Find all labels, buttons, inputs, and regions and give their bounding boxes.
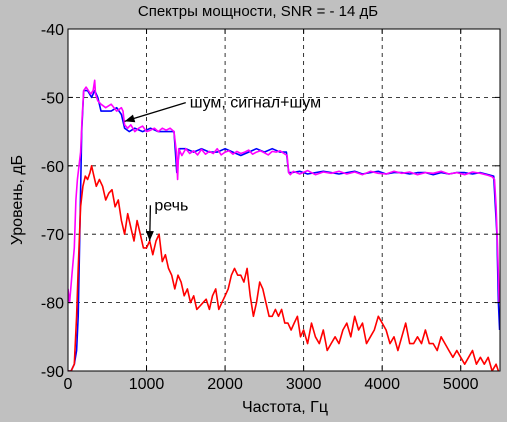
x-axis-label: Частота, Гц xyxy=(242,399,328,416)
y-tick-label: -60 xyxy=(41,159,64,176)
annotation-arrowhead xyxy=(124,114,136,123)
x-tick-label: 4000 xyxy=(364,376,400,393)
x-tick-label: 3000 xyxy=(286,376,322,393)
grid-lines xyxy=(68,29,500,371)
y-axis-label: Уровень, дБ xyxy=(9,155,26,245)
y-tick-label: -90 xyxy=(41,364,64,381)
tick-marks: 0 1000 2000 3000 4000 5000 -90 -80 -70 -60 -50 -40 xyxy=(41,22,500,393)
x-tick-label: 5000 xyxy=(443,376,479,393)
y-tick-label: -40 xyxy=(41,22,64,39)
plot-frame xyxy=(67,28,501,372)
x-tick-label: 0 xyxy=(64,376,73,393)
chart-title: Спектры мощности, SNR = - 14 дБ xyxy=(138,3,378,20)
annotation-arrow-line xyxy=(124,102,186,122)
annotation-arrowhead xyxy=(145,230,154,242)
series-line-signal_plus_noise xyxy=(68,79,500,304)
plot-area xyxy=(68,29,500,371)
series-line-speech xyxy=(68,165,500,371)
y-tick-label: -80 xyxy=(41,296,64,313)
y-tick-label: -70 xyxy=(41,227,64,244)
x-tick-label: 1000 xyxy=(129,376,165,393)
y-tick-label: -50 xyxy=(41,90,64,107)
annotation-label: речь xyxy=(154,197,188,214)
annotation-label: шум, сигнал+шум xyxy=(190,95,321,112)
annotations: шум, сигнал+шум речь xyxy=(124,95,321,242)
x-tick-label: 2000 xyxy=(207,376,243,393)
series-lines xyxy=(68,79,500,371)
